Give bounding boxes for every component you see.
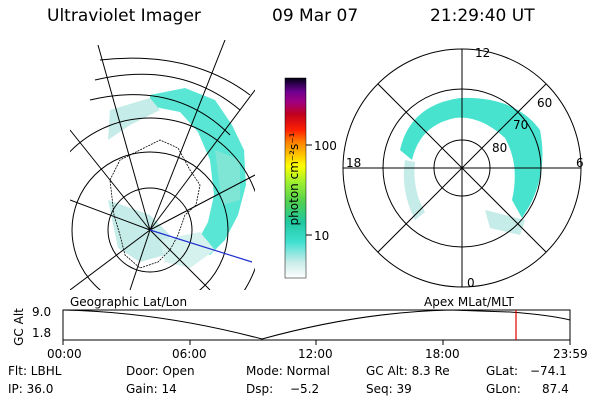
- timeline-x-tick-2: 12:00: [298, 347, 333, 361]
- glat-value: −74.1: [530, 364, 567, 378]
- altitude-curve: [62, 309, 571, 340]
- polar-label-70: 70: [513, 118, 529, 132]
- timeline-x-tick-0: 00:00: [47, 347, 82, 361]
- timeline-right-label: Apex MLat/MLT: [424, 295, 514, 309]
- timeline-left-label: Geographic Lat/Lon: [70, 295, 188, 309]
- polar-label-12: 12: [475, 46, 491, 60]
- polar-label-0: 0: [467, 276, 475, 290]
- dsp-label: Dsp:: [246, 382, 274, 396]
- glat-label: GLat:: [486, 364, 519, 378]
- time-label: 21:29:40 UT: [430, 6, 535, 26]
- glon-value: 87.4: [542, 382, 569, 396]
- colorbar-unit-label: photon cm⁻²s⁻¹: [287, 132, 301, 226]
- door-info: Door: Open: [126, 364, 195, 378]
- timeline-x-tick-3: 18:00: [425, 347, 460, 361]
- instrument-title: Ultraviolet Imager: [47, 6, 201, 26]
- dsp-value: −5.2: [290, 382, 320, 396]
- timeline-y-label: GC Alt: [12, 308, 26, 346]
- polar-label-18: 18: [346, 156, 362, 170]
- timeline-x-tick-4: 23:59: [553, 347, 588, 361]
- aurora-emission-left: [150, 88, 246, 255]
- gain-info: Gain: 14: [126, 382, 177, 396]
- colorbar-tick-10: 10: [314, 229, 330, 243]
- filter-info: Flt: LBHL: [8, 364, 62, 378]
- date-label: 09 Mar 07: [272, 6, 359, 26]
- mode-info: Mode: Normal: [246, 364, 330, 378]
- altitude-timeline: [62, 309, 571, 345]
- ip-info: IP: 36.0: [8, 382, 54, 396]
- geographic-map: [70, 40, 255, 290]
- polar-plot: [342, 48, 582, 288]
- polar-label-6: 6: [576, 156, 584, 170]
- coastline: [109, 139, 201, 269]
- seq-info: Seq: 39: [366, 382, 412, 396]
- timeline-y-tick-bottom: 1.8: [32, 326, 52, 340]
- aurora-oval: [400, 97, 543, 218]
- timeline-x-tick-1: 06:00: [172, 347, 207, 361]
- gc-alt-info: GC Alt: 8.3 Re: [366, 364, 450, 378]
- polar-label-60: 60: [537, 96, 553, 110]
- glon-label: GLon:: [486, 382, 521, 396]
- timeline-y-tick-top: 9.0: [32, 305, 52, 319]
- polar-label-80: 80: [492, 141, 508, 155]
- reference-line: [149, 229, 253, 263]
- colorbar: [284, 77, 307, 279]
- colorbar-tick-100: 100: [314, 139, 337, 153]
